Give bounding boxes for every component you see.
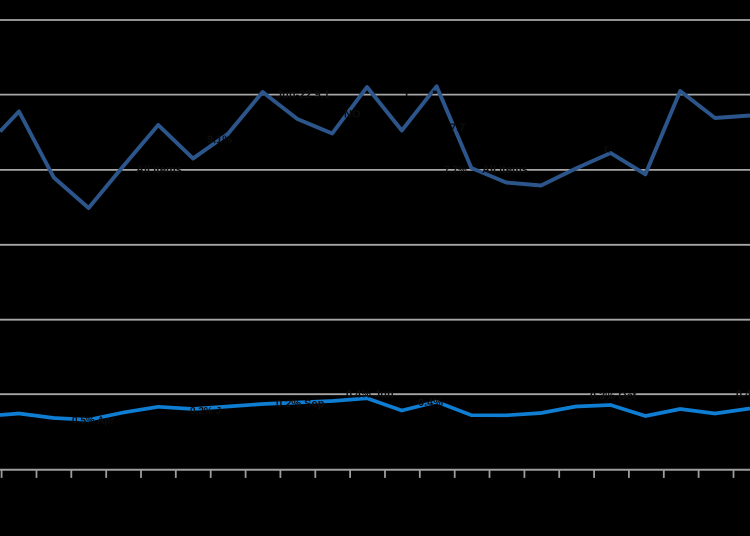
svg-text:7.7: 7.7 (450, 122, 465, 134)
svg-text:NO: NO (344, 109, 361, 121)
svg-text:0.2% Sep: 0.2% Sep (276, 398, 325, 410)
svg-text:0.4% Jun: 0.4% Jun (346, 389, 394, 401)
svg-text:All items: All items (136, 164, 182, 176)
svg-text:0.4%: 0.4% (418, 397, 443, 409)
svg-text:All items: All items (482, 164, 528, 176)
svg-text:9.1%: 9.1% (207, 134, 232, 146)
svg-text:0.5% Apr: 0.5% Apr (72, 416, 115, 427)
svg-text:Jun-22 9.1: Jun-22 9.1 (276, 89, 330, 101)
svg-text:r.: r. (604, 144, 611, 156)
svg-text:0.3% Oct: 0.3% Oct (590, 391, 637, 403)
svg-text:0.2% J: 0.2% J (190, 406, 221, 417)
svg-text:0.4: 0.4 (736, 389, 750, 401)
svg-text:7.7%: 7.7% (444, 165, 467, 176)
